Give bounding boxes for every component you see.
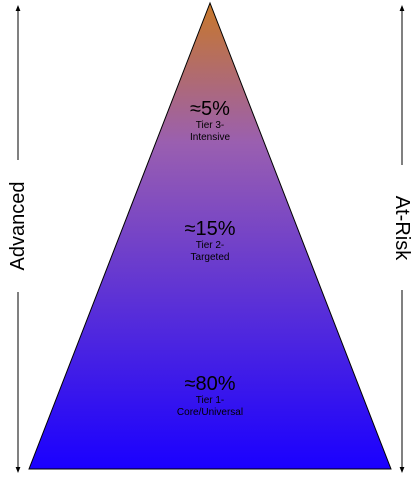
tier-2-name-line1: Tier 2- bbox=[195, 240, 225, 251]
tier-1-name-line1: Tier 1- bbox=[195, 395, 225, 406]
tier-3-name-line2: Intensive bbox=[189, 132, 231, 143]
tier-3-label: ≈5% Tier 3- Intensive bbox=[130, 98, 290, 144]
tier-1-percent: ≈80% bbox=[184, 373, 236, 395]
tier-1-name-line2: Core/Universal bbox=[176, 407, 244, 418]
tier-3-percent: ≈5% bbox=[190, 98, 230, 120]
tier-3-name-line1: Tier 3- bbox=[195, 120, 225, 131]
tier-2-percent: ≈15% bbox=[184, 218, 236, 240]
tier-2-name-line2: Targeted bbox=[190, 252, 230, 263]
advanced-label: Advanced bbox=[7, 181, 29, 271]
pyramid-triangle bbox=[28, 1, 392, 470]
tier-1-label: ≈80% Tier 1- Core/Universal bbox=[130, 373, 290, 419]
at-risk-label: At-Risk bbox=[391, 195, 413, 261]
tier-2-label: ≈15% Tier 2- Targeted bbox=[130, 218, 290, 264]
